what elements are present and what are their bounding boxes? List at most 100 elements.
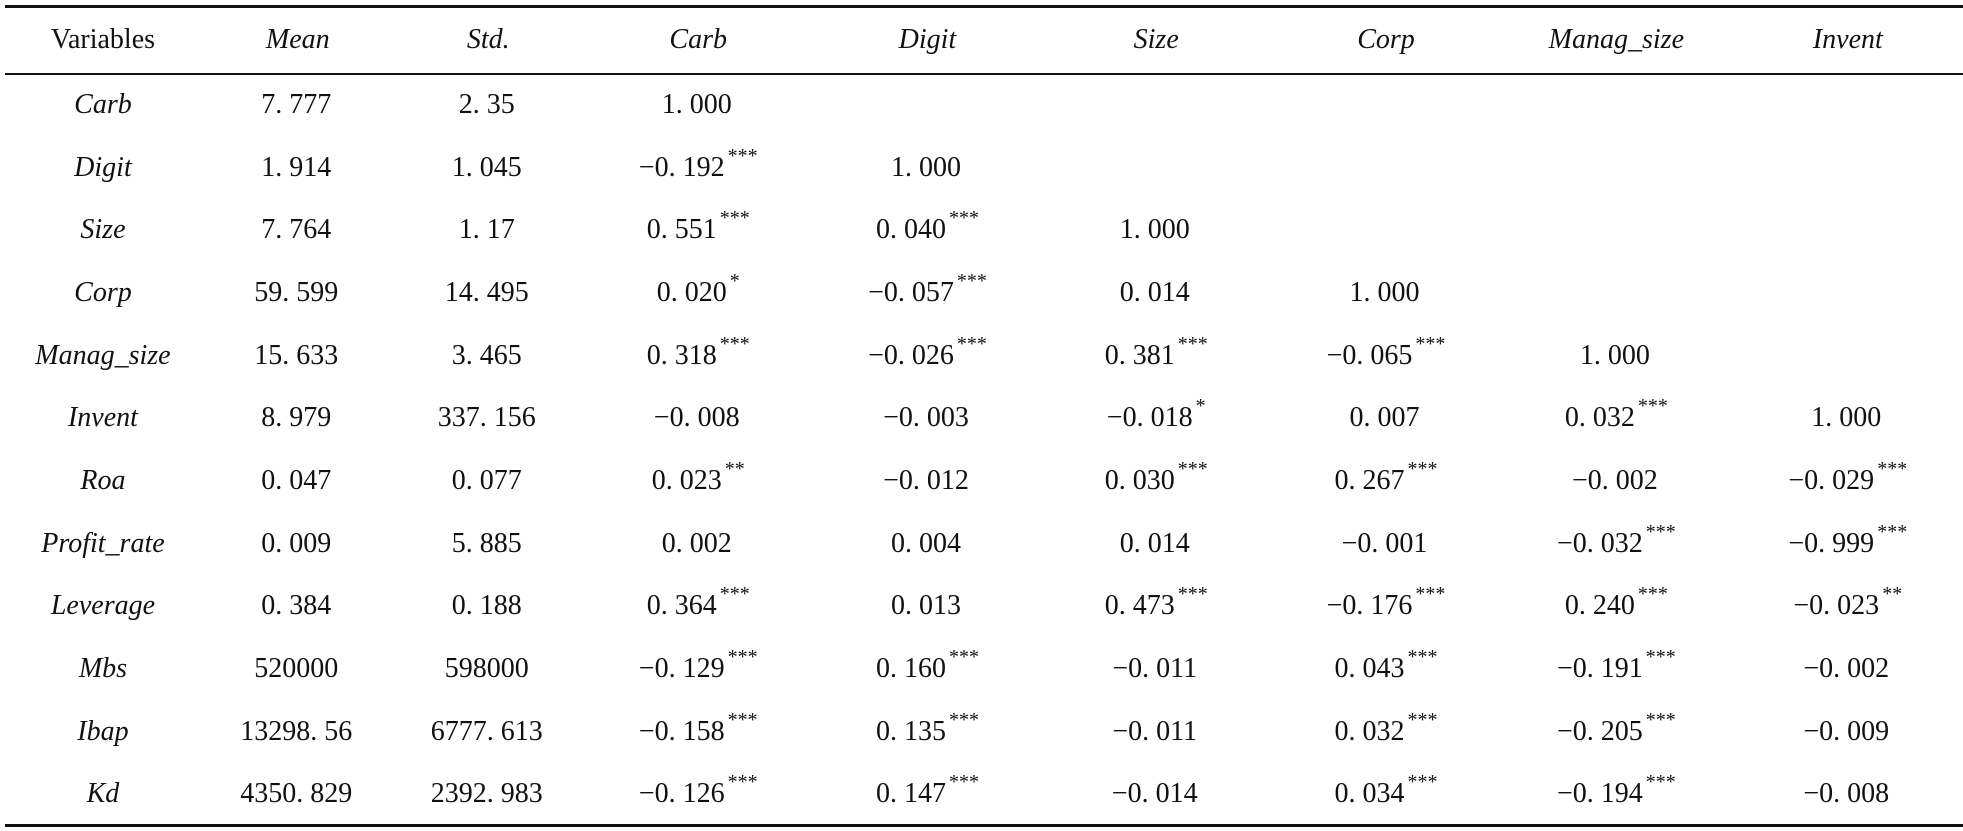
significance-stars: *** [1645, 708, 1676, 731]
table-cell [1733, 199, 1963, 262]
table-cell: 0. 013 [814, 575, 1040, 638]
cell-value: −0. 008 [1803, 777, 1890, 809]
cell-value: 1. 000 [890, 151, 961, 183]
table-cell [814, 74, 1040, 137]
table-cell: −0. 057 *** [814, 262, 1040, 325]
cell-value: 0. 009 [261, 527, 332, 559]
table-cell: 0. 023 ** [582, 450, 815, 513]
cell-value: −0. 192 [638, 151, 725, 183]
cell-value-group [1846, 152, 1849, 184]
table-cell: −0. 032 *** [1500, 512, 1733, 575]
cell-value-group: 0. 030 *** [1105, 459, 1208, 497]
significance-stars: *** [1637, 583, 1668, 606]
cell-value-group: 0. 020 * [657, 271, 740, 309]
cell-value: 1. 17 [458, 214, 515, 246]
cell-value: 0. 381 [1104, 339, 1175, 371]
cell-value-group: −0. 126 *** [639, 772, 758, 810]
table-cell [1040, 136, 1271, 199]
significance-stars: *** [1877, 457, 1908, 480]
cell-value-group [1155, 89, 1158, 121]
significance-stars: *** [1177, 332, 1208, 355]
cell-value: −0. 999 [1788, 527, 1875, 559]
row-variable-label: Corp [74, 276, 132, 308]
table-cell: −0. 129 *** [582, 638, 815, 701]
cell-value-group: 520000 [254, 653, 341, 685]
table-cell: −0. 012 [814, 450, 1040, 513]
cell-value: 1. 000 [1579, 339, 1650, 371]
significance-stars: *** [1415, 332, 1446, 355]
cell-value: −0. 009 [1803, 715, 1890, 747]
table-cell: 0. 240 *** [1500, 575, 1733, 638]
significance-stars: *** [1407, 646, 1438, 669]
table-cell: 0. 043 *** [1272, 638, 1500, 701]
cell-value: 0. 032 [1334, 715, 1405, 747]
cell-value-group: −0. 032 *** [1557, 522, 1676, 560]
cell-value-group [1846, 214, 1849, 246]
cell-value-group: 1. 000 [662, 89, 735, 121]
cell-value-group: 0. 002 [662, 528, 735, 560]
table-row: Profit_rate 0. 009 5. 885 0. 002 0. 004 0. 01… [5, 512, 1963, 575]
significance-stars: *** [956, 269, 987, 292]
cell-value: 7. 777 [261, 89, 332, 121]
cell-value-group [1615, 89, 1618, 121]
cell-value: 2392. 983 [430, 777, 543, 809]
cell-value: 0. 047 [261, 464, 332, 496]
cell-value-group [1155, 152, 1158, 184]
table-cell: 0. 384 [201, 575, 395, 638]
cell-value-group: 7. 777 [261, 89, 334, 121]
cell-value-group: 0. 040 *** [876, 208, 979, 246]
cell-value-group: 0. 007 [1350, 402, 1423, 434]
table-cell: 15. 633 [201, 324, 395, 387]
table-cell: 13298. 56 [201, 700, 395, 763]
significance-stars: *** [719, 332, 750, 355]
cell-value: −0. 029 [1788, 464, 1875, 496]
cell-value: −0. 057 [868, 276, 954, 308]
cell-value-group: −0. 129 *** [639, 647, 758, 685]
table-cell: 0. 014 [1040, 512, 1271, 575]
cell-value-group: 1. 000 [1811, 402, 1884, 434]
cell-value: 0. 318 [646, 339, 717, 371]
row-variable-label: Kd [5, 763, 201, 828]
cell-value-group: 15. 633 [254, 340, 341, 372]
cell-value-group: 1. 000 [891, 152, 964, 184]
cell-value: −0. 191 [1556, 653, 1643, 685]
cell-value: 0. 384 [261, 590, 332, 622]
cell-value: −0. 026 [868, 339, 954, 371]
cell-value: 59. 599 [254, 276, 339, 308]
cell-value: 0. 014 [1119, 276, 1190, 308]
table-cell: 0. 551 *** [582, 199, 815, 262]
table-cell: −0. 999 *** [1733, 512, 1963, 575]
table-cell: −0. 003 [814, 387, 1040, 450]
cell-value-group: −0. 003 [883, 402, 972, 434]
table-cell: −0. 011 [1040, 700, 1271, 763]
significance-stars: *** [956, 332, 987, 355]
cell-value: 0. 188 [451, 590, 522, 622]
cell-value-group: 13298. 56 [240, 716, 355, 748]
cell-value: 0. 551 [646, 214, 717, 246]
table-cell: −0. 026 *** [814, 324, 1040, 387]
cell-value: 15. 633 [254, 339, 339, 371]
table-cell: 2392. 983 [394, 763, 582, 828]
table-cell: 0. 077 [395, 450, 582, 513]
cell-value-group: 7. 764 [261, 214, 334, 246]
cell-value-group: 14. 495 [445, 277, 532, 309]
cell-value-group [926, 89, 929, 121]
cell-value: −0. 205 [1556, 715, 1643, 747]
cell-value-group: −0. 002 [1572, 465, 1661, 497]
cell-value: −0. 176 [1326, 590, 1413, 622]
table-cell: 598000 [395, 638, 582, 701]
table-cell: 0. 318 *** [582, 324, 815, 387]
table-cell: 1. 000 [1272, 262, 1500, 325]
table-cell: −0. 065 *** [1272, 324, 1500, 387]
table-cell: 0. 002 [582, 512, 815, 575]
cell-value-group: 0. 023 ** [652, 459, 745, 497]
cell-value-group: 1. 914 [261, 152, 334, 184]
cell-value-group: 0. 381 *** [1104, 334, 1208, 372]
table-cell: 4350. 829 [200, 763, 395, 828]
significance-stars: *** [948, 646, 979, 669]
column-header: Corp [1271, 5, 1501, 75]
cell-value-group: 0. 013 [891, 590, 964, 622]
cell-value: 0. 147 [875, 777, 946, 809]
table-cell: 0. 034 *** [1271, 763, 1501, 828]
